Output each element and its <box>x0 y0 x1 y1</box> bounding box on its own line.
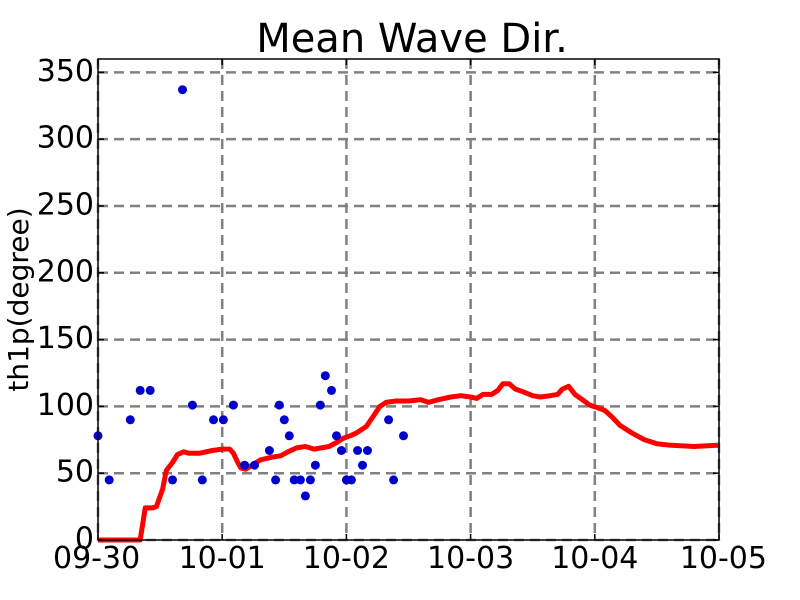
grid-lines <box>96 59 721 542</box>
y-axis-label: th1p(degree) <box>2 207 35 391</box>
x-tick-label: 10-05 <box>680 541 767 576</box>
observation-point <box>327 385 336 395</box>
y-tick-label: 150 <box>37 321 94 356</box>
observation-point <box>240 460 250 470</box>
observation-point <box>168 475 177 485</box>
x-tick-label: 10-03 <box>427 541 514 576</box>
observation-point <box>279 415 289 425</box>
chart-title: Mean Wave Dir. <box>256 16 568 62</box>
observation-point <box>300 491 310 501</box>
observation-point <box>271 475 281 485</box>
observation-point <box>135 385 145 395</box>
observation-point <box>358 460 367 470</box>
observation-scatter-series <box>93 85 408 501</box>
y-tick-label: 50 <box>56 455 94 490</box>
observation-point <box>399 431 408 441</box>
observation-point <box>353 446 363 455</box>
y-tick-label: 250 <box>37 187 94 222</box>
observation-point <box>336 446 346 455</box>
observation-point <box>228 400 238 410</box>
x-tick-label: 10-04 <box>551 541 638 576</box>
observation-point <box>363 446 372 455</box>
observation-point <box>295 475 305 485</box>
observation-point <box>320 371 330 381</box>
observation-point <box>187 400 197 410</box>
observation-point <box>289 475 299 485</box>
x-tick-label: 09-30 <box>53 541 140 576</box>
y-tick-label: 0 <box>75 522 94 557</box>
observation-point <box>310 460 320 470</box>
observation-point <box>284 431 294 441</box>
observation-point <box>197 475 207 485</box>
model-line-series <box>98 381 720 543</box>
observation-point <box>346 475 356 485</box>
x-tick-label: 10-02 <box>303 541 390 576</box>
observation-point <box>145 385 155 395</box>
observation-point <box>209 415 218 425</box>
y-tick-label: 350 <box>37 54 94 89</box>
observation-point <box>305 475 315 485</box>
observation-point <box>274 400 284 410</box>
observation-point <box>104 475 114 485</box>
observation-point <box>218 415 228 425</box>
x-tick-label: 10-01 <box>179 541 266 576</box>
observation-point <box>332 431 341 441</box>
observation-point <box>384 415 394 425</box>
observation-point <box>389 475 399 485</box>
observation-point <box>264 446 274 455</box>
observation-point <box>250 460 259 470</box>
y-tick-label: 200 <box>37 254 94 289</box>
axes: 0 50 100 150 200 250 300 350 09-30 10-01 10-02 10-0… <box>37 54 767 576</box>
plot-frame <box>97 58 720 541</box>
observation-point <box>125 415 135 425</box>
y-tick-label: 300 <box>37 121 94 156</box>
observation-point <box>315 400 325 410</box>
model-line <box>98 381 720 543</box>
y-tick-label: 100 <box>37 388 94 423</box>
observation-point <box>178 85 187 95</box>
